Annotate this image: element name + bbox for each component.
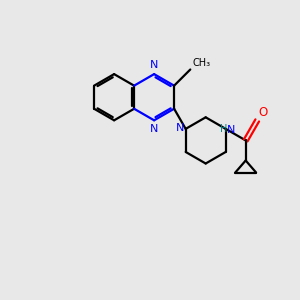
Text: N: N <box>150 124 158 134</box>
Text: N: N <box>176 123 184 133</box>
Text: N: N <box>227 124 235 135</box>
Text: CH₃: CH₃ <box>192 58 210 68</box>
Text: H: H <box>220 124 228 134</box>
Text: O: O <box>259 106 268 119</box>
Text: N: N <box>150 60 158 70</box>
